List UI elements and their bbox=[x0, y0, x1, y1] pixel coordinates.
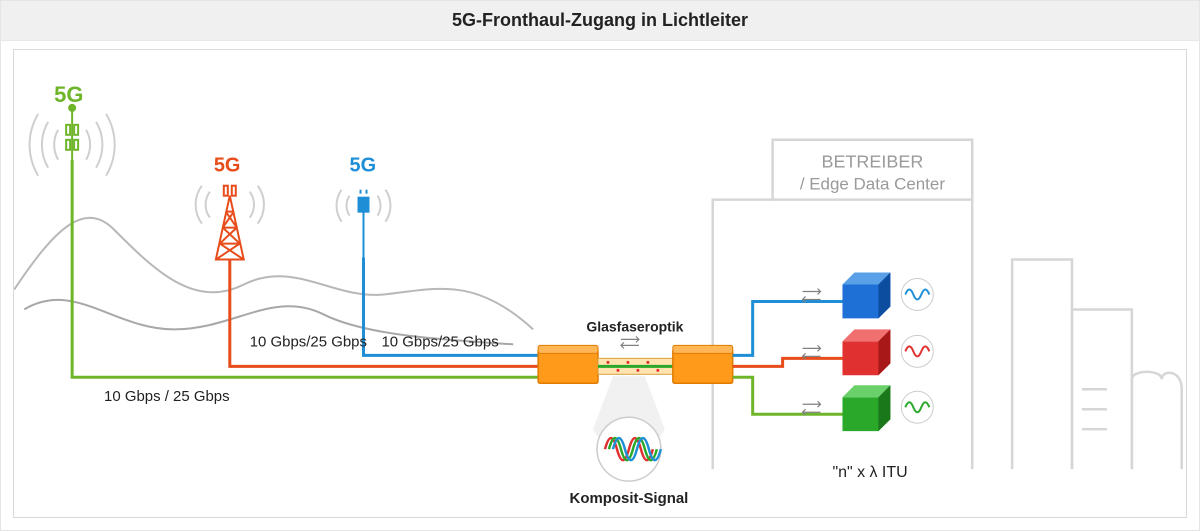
mux-right-icon bbox=[673, 345, 733, 383]
fiber-label: Glasfaseroptik bbox=[586, 318, 683, 334]
tower-2-icon: 5G bbox=[196, 155, 264, 260]
wave-green-icon bbox=[901, 391, 933, 423]
rate-3-label: 10 Gbps/25 Gbps bbox=[381, 333, 498, 350]
tower-2-label: 5G bbox=[214, 155, 241, 177]
mountains-icon bbox=[14, 218, 533, 344]
wave-red-icon bbox=[901, 335, 933, 367]
diagram-canvas: 5G bbox=[13, 49, 1187, 518]
diagram-container: 5G-Fronthaul-Zugang in Lichtleiter bbox=[0, 0, 1200, 531]
itu-label: "n" x λ ITU bbox=[833, 464, 908, 481]
page-title: 5G-Fronthaul-Zugang in Lichtleiter bbox=[1, 1, 1199, 41]
tower-1-label: 5G bbox=[54, 82, 83, 107]
bidir-arrows-icon bbox=[803, 288, 821, 415]
rate-1-label: 10 Gbps / 25 Gbps bbox=[104, 388, 230, 405]
out-red-icon bbox=[733, 358, 843, 366]
fiber-arrows-icon bbox=[621, 336, 639, 348]
rate-2-label: 10 Gbps/25 Gbps bbox=[250, 333, 367, 350]
diagram-svg: 5G bbox=[14, 50, 1186, 517]
mux-left-icon bbox=[538, 345, 598, 383]
wave-blue-icon bbox=[901, 279, 933, 311]
composite-label: Komposit-Signal bbox=[570, 490, 689, 507]
fiber-icon bbox=[598, 358, 673, 374]
server-blue-icon bbox=[842, 273, 890, 319]
server-green-icon bbox=[842, 385, 890, 431]
server-red-icon bbox=[842, 329, 890, 375]
tower-3-label: 5G bbox=[350, 155, 377, 177]
datacenter-label-2: / Edge Data Center bbox=[800, 175, 945, 194]
out-green-icon bbox=[733, 377, 843, 414]
tower-3-icon: 5G bbox=[337, 155, 391, 258]
composite-callout-icon bbox=[593, 376, 665, 481]
city-skyline-icon bbox=[1012, 260, 1182, 470]
out-blue-icon bbox=[733, 301, 843, 355]
datacenter-label-1: BETREIBER bbox=[822, 152, 924, 172]
